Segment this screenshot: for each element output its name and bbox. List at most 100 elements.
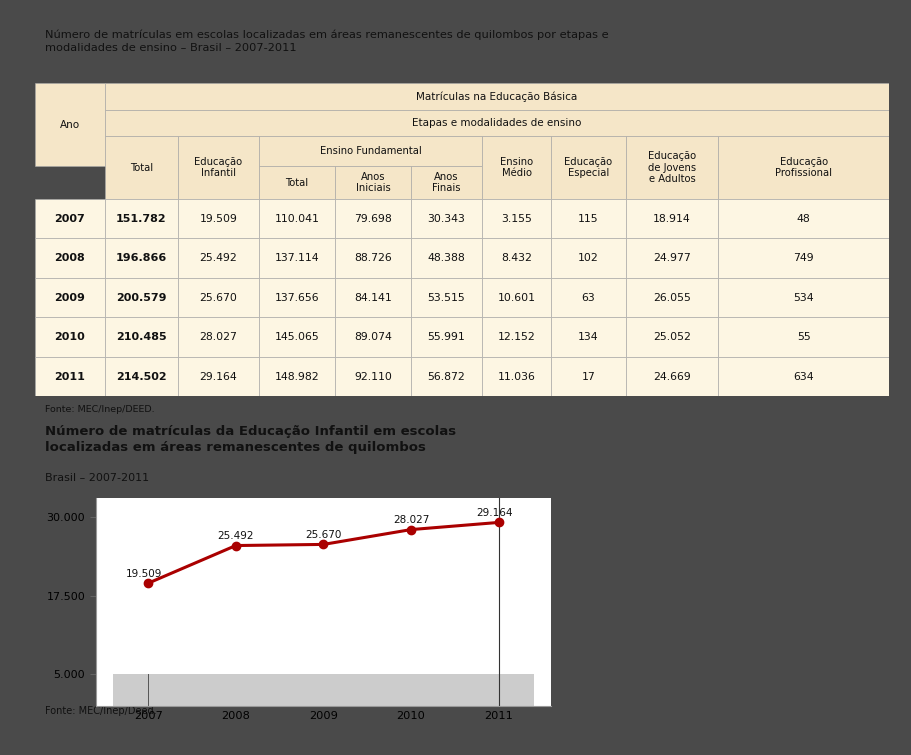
Bar <box>105 83 889 109</box>
Bar <box>105 199 179 239</box>
Bar <box>105 239 179 278</box>
Text: —: — <box>0 754 1 755</box>
Text: 749: 749 <box>793 253 814 263</box>
Bar <box>35 239 105 278</box>
Text: 28.027: 28.027 <box>200 332 237 342</box>
Bar <box>411 357 483 396</box>
Bar <box>411 166 483 199</box>
Text: Total: Total <box>130 162 153 173</box>
Text: 8.432: 8.432 <box>501 253 532 263</box>
Text: 214.502: 214.502 <box>116 371 167 381</box>
Text: 26.055: 26.055 <box>653 293 691 303</box>
Text: 145.065: 145.065 <box>274 332 320 342</box>
Text: 110.041: 110.041 <box>274 214 320 223</box>
Text: 48: 48 <box>797 214 811 223</box>
Text: 28.027: 28.027 <box>393 515 429 525</box>
Bar <box>335 317 411 357</box>
Bar <box>105 137 179 199</box>
Bar <box>259 166 335 199</box>
Text: 48.388: 48.388 <box>427 253 466 263</box>
Bar <box>179 357 259 396</box>
Text: 18.914: 18.914 <box>653 214 691 223</box>
Text: 24.669: 24.669 <box>653 371 691 381</box>
Bar <box>259 239 335 278</box>
Text: 79.698: 79.698 <box>354 214 392 223</box>
Bar <box>718 137 889 199</box>
Bar <box>626 278 718 317</box>
Text: 29.164: 29.164 <box>476 508 513 518</box>
Text: 634: 634 <box>793 371 814 381</box>
Bar <box>335 357 411 396</box>
Bar <box>483 199 551 239</box>
Text: Ano: Ano <box>59 119 80 130</box>
Bar <box>113 674 534 706</box>
Bar <box>483 357 551 396</box>
Text: 19.509: 19.509 <box>126 569 162 579</box>
Text: Total: Total <box>285 177 309 187</box>
Text: —: — <box>0 754 1 755</box>
Bar <box>259 357 335 396</box>
Bar <box>483 278 551 317</box>
Bar <box>35 278 105 317</box>
Bar <box>551 278 626 317</box>
Text: 200.579: 200.579 <box>117 293 167 303</box>
Text: 151.782: 151.782 <box>116 214 167 223</box>
Bar <box>411 199 483 239</box>
Bar <box>179 278 259 317</box>
Bar <box>551 137 626 199</box>
Text: 137.114: 137.114 <box>274 253 319 263</box>
Bar <box>626 137 718 199</box>
Bar <box>718 317 889 357</box>
Bar <box>626 239 718 278</box>
Bar <box>259 199 335 239</box>
Text: Número de matrículas em escolas localizadas em áreas remanescentes de quilombos : Número de matrículas em escolas localiza… <box>45 29 609 54</box>
Text: 25.670: 25.670 <box>200 293 237 303</box>
Text: 2009: 2009 <box>55 293 85 303</box>
Text: 29.164: 29.164 <box>200 371 237 381</box>
Text: 148.982: 148.982 <box>274 371 319 381</box>
Bar <box>105 278 179 317</box>
Text: Educação
de Jovens
e Adultos: Educação de Jovens e Adultos <box>648 151 696 184</box>
Text: 2011: 2011 <box>55 371 85 381</box>
Bar <box>179 239 259 278</box>
Text: 19.509: 19.509 <box>200 214 237 223</box>
Bar <box>626 199 718 239</box>
Bar <box>483 317 551 357</box>
Text: Brasil – 2007-2011: Brasil – 2007-2011 <box>45 473 148 482</box>
Text: 115: 115 <box>578 214 599 223</box>
Text: 25.492: 25.492 <box>218 531 254 541</box>
Bar <box>35 357 105 396</box>
Text: 56.872: 56.872 <box>427 371 466 381</box>
Text: 89.074: 89.074 <box>354 332 392 342</box>
Bar <box>335 166 411 199</box>
Bar <box>35 317 105 357</box>
Text: 210.485: 210.485 <box>116 332 167 342</box>
Bar <box>483 239 551 278</box>
Text: —: — <box>0 754 1 755</box>
Bar <box>179 317 259 357</box>
Bar <box>179 199 259 239</box>
Bar <box>551 239 626 278</box>
Bar <box>411 239 483 278</box>
Text: Educação
Profissional: Educação Profissional <box>775 157 832 178</box>
Text: 134: 134 <box>578 332 599 342</box>
Bar <box>411 317 483 357</box>
Text: Educação
Infantil: Educação Infantil <box>194 157 242 178</box>
Bar <box>35 83 105 166</box>
Text: 88.726: 88.726 <box>354 253 392 263</box>
Bar <box>259 137 483 166</box>
Text: 137.656: 137.656 <box>274 293 319 303</box>
Bar <box>718 278 889 317</box>
Bar <box>35 199 105 239</box>
Bar <box>105 109 889 137</box>
Text: Anos
Finais: Anos Finais <box>432 171 461 193</box>
Text: 196.866: 196.866 <box>116 253 167 263</box>
Text: Matrículas na Educação Básica: Matrículas na Educação Básica <box>416 91 578 102</box>
Text: —: — <box>0 754 1 755</box>
Text: Número de matrículas da Educação Infantil em escolas
localizadas em áreas remane: Número de matrículas da Educação Infanti… <box>45 425 456 454</box>
Text: 53.515: 53.515 <box>427 293 466 303</box>
Bar <box>483 137 551 199</box>
Bar <box>105 317 179 357</box>
Text: Ensino Fundamental: Ensino Fundamental <box>320 146 421 156</box>
Bar <box>335 278 411 317</box>
